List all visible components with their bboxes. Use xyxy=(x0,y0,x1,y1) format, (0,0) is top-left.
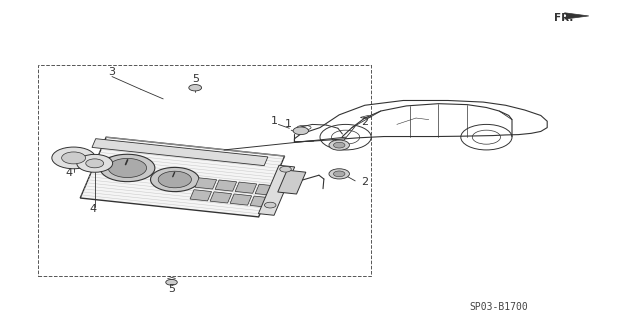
Polygon shape xyxy=(92,139,268,166)
Bar xyxy=(38,65,371,276)
Polygon shape xyxy=(564,13,589,19)
Polygon shape xyxy=(230,194,252,205)
Text: SP03-B1700: SP03-B1700 xyxy=(470,302,529,312)
Polygon shape xyxy=(108,159,147,177)
Text: 3: 3 xyxy=(109,67,115,77)
Polygon shape xyxy=(235,182,257,193)
Polygon shape xyxy=(150,167,199,192)
Circle shape xyxy=(189,85,202,91)
Polygon shape xyxy=(158,171,191,188)
Circle shape xyxy=(329,140,349,150)
Circle shape xyxy=(166,279,177,285)
Circle shape xyxy=(333,142,345,148)
Circle shape xyxy=(77,154,113,172)
Polygon shape xyxy=(80,137,285,217)
Circle shape xyxy=(52,147,95,169)
Text: 2: 2 xyxy=(361,117,369,127)
Text: FR.: FR. xyxy=(554,12,573,23)
Polygon shape xyxy=(195,178,216,189)
Circle shape xyxy=(264,202,276,208)
Text: 4: 4 xyxy=(65,168,73,178)
Polygon shape xyxy=(259,165,294,215)
Text: 5: 5 xyxy=(192,74,198,84)
Polygon shape xyxy=(250,196,271,207)
Polygon shape xyxy=(190,190,212,201)
Circle shape xyxy=(61,152,86,164)
Polygon shape xyxy=(278,170,306,194)
Polygon shape xyxy=(210,192,232,203)
Text: 1: 1 xyxy=(285,119,291,130)
Circle shape xyxy=(333,171,345,177)
Circle shape xyxy=(86,159,104,168)
Circle shape xyxy=(280,166,291,172)
Circle shape xyxy=(329,169,349,179)
Polygon shape xyxy=(100,154,155,182)
Text: 1: 1 xyxy=(271,115,277,126)
Polygon shape xyxy=(255,184,276,196)
Circle shape xyxy=(293,127,308,135)
Text: 4: 4 xyxy=(89,204,97,214)
Text: 5: 5 xyxy=(168,284,175,294)
Text: 2: 2 xyxy=(361,177,369,188)
Polygon shape xyxy=(215,180,237,191)
